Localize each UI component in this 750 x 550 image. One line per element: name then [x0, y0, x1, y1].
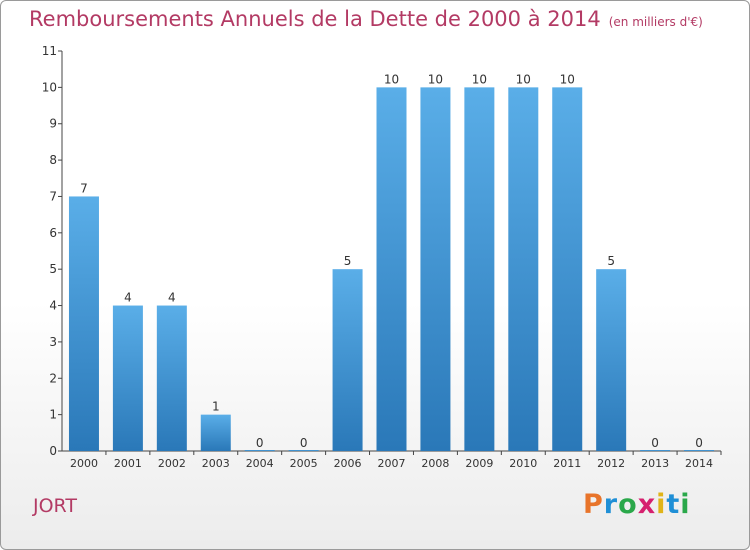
data-label: 10	[516, 72, 531, 86]
logo-letter: o	[618, 489, 638, 520]
y-tick-label: 7	[49, 189, 57, 203]
x-tick-label: 2011	[553, 457, 581, 470]
y-tick-label: 1	[49, 408, 57, 422]
x-tick-label: 2000	[70, 457, 98, 470]
data-label: 10	[472, 72, 487, 86]
data-label: 10	[560, 72, 575, 86]
y-tick-label: 6	[49, 226, 57, 240]
bar	[200, 414, 231, 451]
bar	[376, 87, 407, 451]
x-tick-label: 2010	[509, 457, 537, 470]
bar	[596, 269, 627, 451]
logo-letter: i	[656, 489, 667, 520]
chart-subtitle: (en milliers d'€)	[608, 15, 703, 29]
bar	[68, 196, 99, 451]
data-label: 10	[428, 72, 443, 86]
x-tick-label: 2001	[114, 457, 142, 470]
x-tick-label: 2007	[378, 457, 406, 470]
bar	[640, 450, 671, 451]
bar	[684, 450, 715, 451]
y-tick-label: 10	[42, 80, 57, 94]
bar	[508, 87, 539, 451]
x-tick-label: 2014	[685, 457, 713, 470]
x-tick-label: 2003	[202, 457, 230, 470]
bar	[332, 269, 363, 451]
bar	[420, 87, 451, 451]
data-label: 0	[300, 436, 308, 450]
bar	[112, 305, 143, 451]
x-tick-label: 2005	[290, 457, 318, 470]
logo-letter: r	[603, 489, 619, 520]
data-label: 0	[256, 436, 264, 450]
data-label: 0	[651, 436, 659, 450]
proxiti-logo: Proxiti	[583, 489, 691, 520]
x-tick-label: 2013	[641, 457, 669, 470]
bar	[244, 450, 275, 451]
y-tick-label: 2	[49, 371, 57, 385]
data-label: 5	[344, 254, 352, 268]
y-tick-label: 9	[49, 117, 57, 131]
x-tick-label: 2006	[334, 457, 362, 470]
data-label: 4	[124, 291, 132, 305]
x-tick-label: 2009	[465, 457, 493, 470]
y-tick-label: 3	[49, 335, 57, 349]
data-label: 0	[695, 436, 703, 450]
commune-name: JORT	[33, 495, 77, 517]
data-label: 7	[80, 181, 88, 195]
x-tick-label: 2008	[421, 457, 449, 470]
logo-letter: P	[583, 489, 604, 520]
y-tick-label: 8	[49, 153, 57, 167]
bar-chart: 0 1 2 3 4 5 6 7 8 9 10 11 7 2000 4 2001 4 2002 1 2003 0 2004…	[42, 44, 722, 470]
title-text: Remboursements Annuels de la Dette de 20…	[29, 7, 601, 31]
y-tick-label: 0	[49, 444, 57, 458]
bar	[288, 450, 319, 451]
logo-letter: i	[680, 489, 691, 520]
data-label: 1	[212, 400, 220, 414]
y-tick-label: 4	[49, 299, 57, 313]
y-tick-label: 5	[49, 262, 57, 276]
x-tick-label: 2012	[597, 457, 625, 470]
data-label: 10	[384, 72, 399, 86]
data-label: 5	[607, 254, 615, 268]
x-tick-label: 2002	[158, 457, 186, 470]
bar	[552, 87, 583, 451]
logo-letter: x	[637, 489, 657, 520]
x-tick-label: 2004	[246, 457, 274, 470]
chart-title: Remboursements Annuels de la Dette de 20…	[29, 7, 703, 31]
logo-letter: t	[666, 489, 681, 520]
data-label: 4	[168, 291, 176, 305]
bar	[464, 87, 495, 451]
y-tick-label: 11	[42, 44, 57, 58]
bar	[156, 305, 187, 451]
